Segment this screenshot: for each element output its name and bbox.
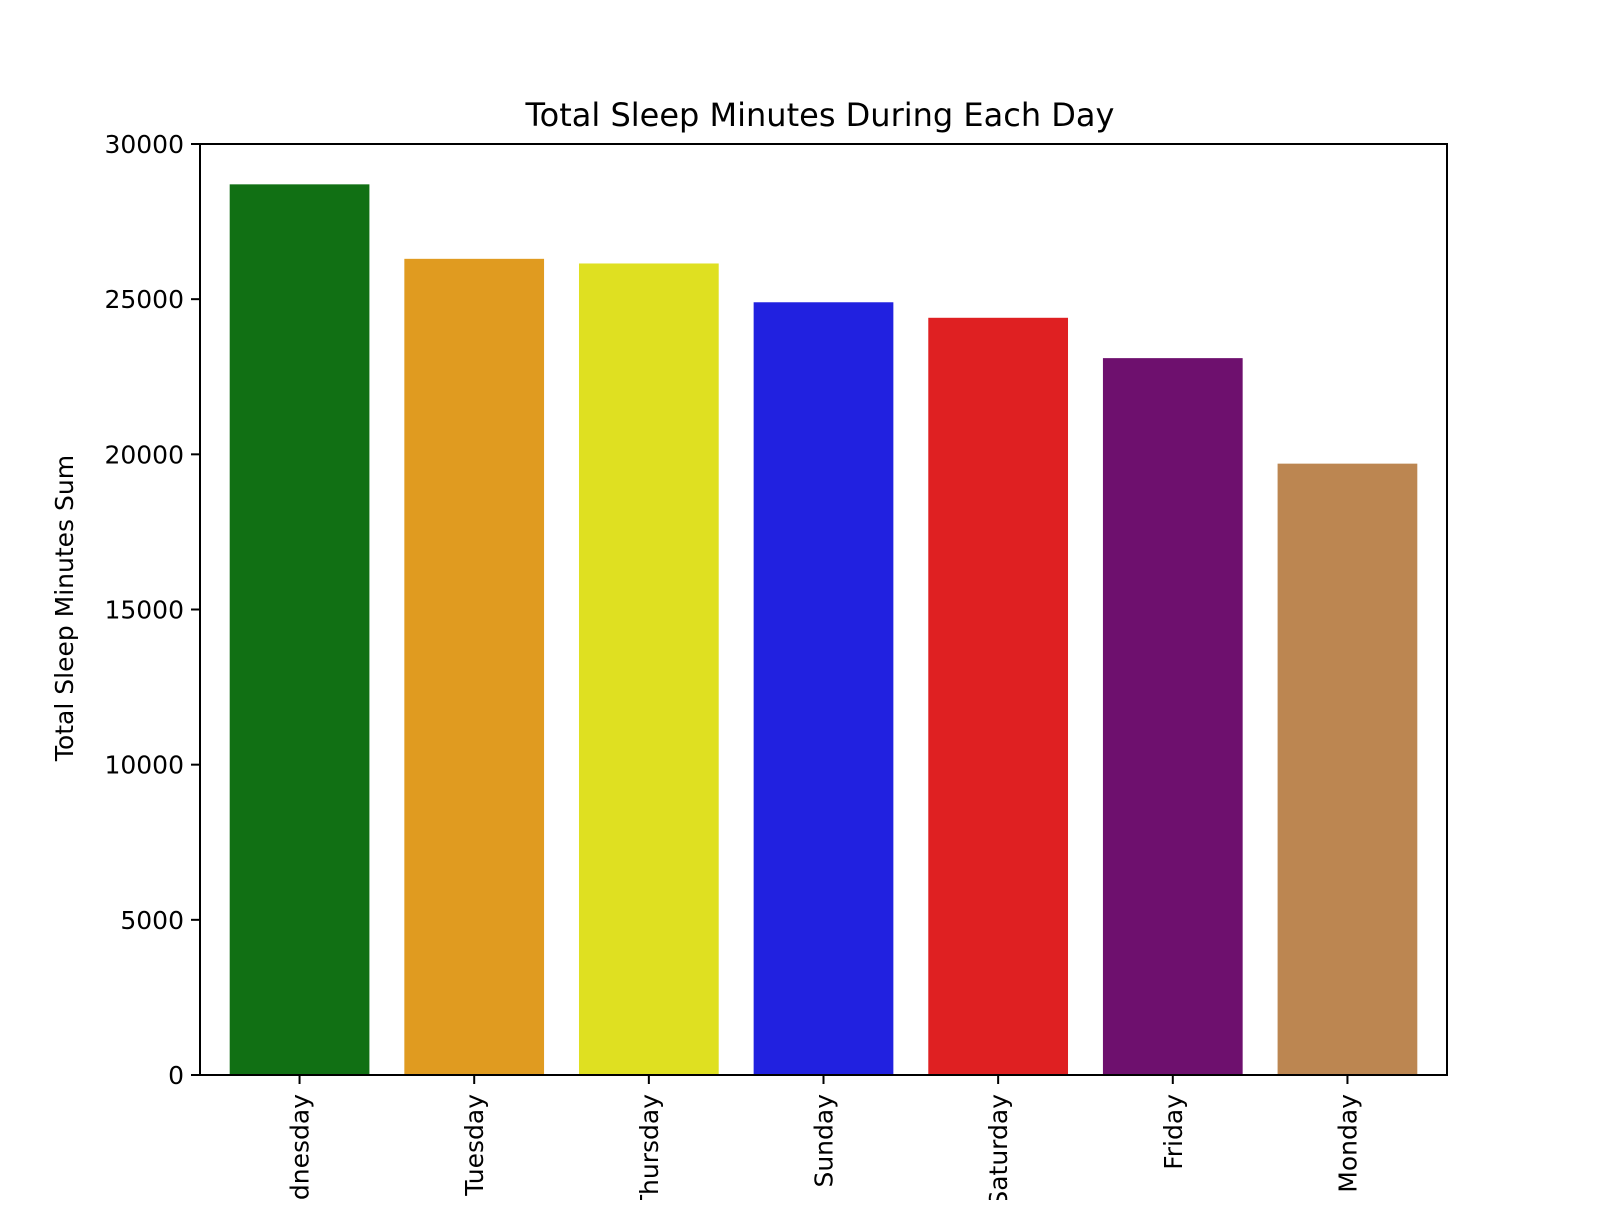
- bar-saturday: [928, 317, 1069, 1076]
- y-tick-label: 20000: [104, 440, 184, 469]
- chart-title: Total Sleep Minutes During Each Day: [525, 96, 1115, 134]
- bar-thursday: [578, 263, 719, 1075]
- x-tick-label: Sunday: [810, 1094, 839, 1188]
- bar-friday: [1102, 358, 1243, 1075]
- y-tick-label: 0: [168, 1061, 184, 1090]
- y-tick-label: 25000: [104, 285, 184, 314]
- bar-wednesday: [229, 184, 370, 1076]
- plot-frame: [199, 143, 1448, 1076]
- x-tick-label: Thursday: [635, 1094, 664, 1200]
- x-tick-label: Monday: [1333, 1094, 1362, 1193]
- y-tick-label: 10000: [104, 751, 184, 780]
- y-tick-label: 15000: [104, 596, 184, 625]
- y-axis-ticks: 0 5000 10000 15000 20000 25000 30000: [104, 130, 200, 1090]
- x-tick-label: Saturday: [984, 1094, 1013, 1200]
- x-tick-label: Friday: [1159, 1094, 1188, 1170]
- y-tick-label: 5000: [120, 906, 184, 935]
- bar-tuesday: [404, 258, 545, 1075]
- x-axis-ticks: Wednesday Tuesday Thursday Sunday Saturday Fr…: [286, 1075, 1362, 1200]
- bar-monday: [1277, 463, 1418, 1076]
- x-tick-label: Tuesday: [460, 1094, 489, 1197]
- y-tick-label: 30000: [104, 130, 184, 159]
- bar-sunday: [753, 302, 894, 1075]
- y-axis-label: Total Sleep Minutes Sum: [50, 455, 79, 762]
- x-tick-label: Wednesday: [286, 1094, 315, 1200]
- bars-group: [229, 184, 1418, 1076]
